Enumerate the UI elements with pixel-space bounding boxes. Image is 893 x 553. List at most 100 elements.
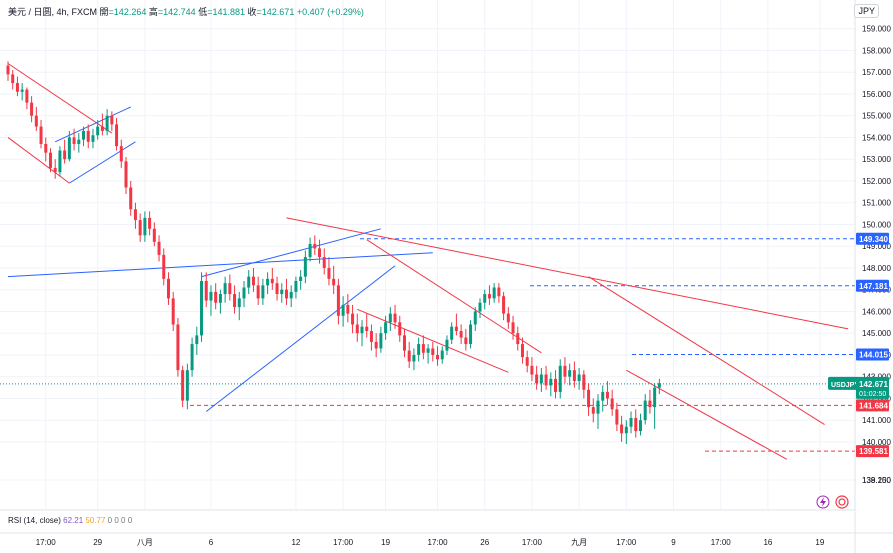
y-tick-label: 159.000 (862, 25, 891, 34)
candle-body (100, 126, 104, 131)
y-tick-label: 138.250 (862, 476, 891, 485)
candle-body (393, 313, 397, 323)
price-level-tag-label: 149.340 (859, 235, 888, 244)
x-tick-label: 八月 (137, 538, 153, 547)
trendline[interactable] (7, 63, 113, 134)
candle-body (327, 267, 331, 279)
trendline[interactable] (7, 252, 433, 278)
candle-body (77, 139, 81, 144)
candle-body (473, 311, 477, 325)
trendlines[interactable] (7, 63, 849, 460)
candle-body (110, 115, 114, 125)
trendline[interactable] (286, 217, 849, 330)
candle-body (124, 161, 128, 188)
candle-body (176, 324, 180, 371)
candle-body (643, 400, 647, 421)
x-tick-label: 6 (209, 538, 214, 547)
candle-body (105, 115, 109, 131)
candle-body (497, 287, 501, 297)
close-value: =142.671 (256, 7, 295, 17)
target-icon[interactable] (835, 495, 849, 509)
trendline[interactable] (626, 369, 788, 460)
candle-body (6, 65, 10, 75)
y-tick-label: 148.000 (862, 264, 891, 273)
candle-body (119, 146, 123, 162)
price-level-tags: 149.340 147.181 144.015 141.684 139.581 USDJP… (828, 232, 889, 458)
candle-body (39, 126, 43, 144)
trendline[interactable] (205, 265, 396, 412)
candle-body (587, 389, 591, 408)
y-tick-label: 157.000 (862, 68, 891, 77)
x-tick-label: 17:00 (428, 538, 449, 547)
candle-body (648, 400, 652, 408)
candle-body (318, 248, 322, 258)
candle-body (506, 313, 510, 323)
candle-body (516, 333, 520, 345)
price-level-tag (856, 399, 889, 412)
candle-body (322, 257, 326, 268)
candle-body (653, 387, 657, 408)
candle-body (181, 370, 185, 401)
rsi-extra-values: 0 0 0 0 (107, 516, 133, 525)
x-tick-label: 17:00 (522, 538, 543, 547)
high-label: 高 (148, 7, 158, 17)
candle-body (11, 74, 15, 84)
candle-body (591, 407, 595, 414)
trendline[interactable] (54, 106, 131, 143)
candle-body (157, 241, 161, 255)
rsi-label: RSI (14, close) (8, 516, 61, 525)
candle-body (266, 278, 270, 286)
candle-body (374, 341, 378, 349)
y-tick-label: 149.000 (862, 242, 891, 251)
y-tick-label: 158.000 (862, 46, 891, 55)
trendline[interactable] (366, 239, 542, 354)
candle-body (233, 294, 237, 308)
candle-body (431, 348, 435, 355)
candle-body (152, 228, 156, 242)
candle-body (469, 324, 473, 345)
candle-body (336, 285, 340, 316)
rsi-legend[interactable]: RSI (14, close) 62.21 50.77 0 0 0 0 (8, 516, 132, 525)
price-axis[interactable]: 138.250139.100140.000141.000142.000143.0… (862, 25, 891, 485)
candle-body (96, 126, 100, 136)
candle-body (629, 418, 633, 427)
symbol-title[interactable]: 美元 / 日圆, 4h, FXCM (8, 7, 98, 17)
candle-body (58, 150, 62, 173)
candle-body (218, 294, 222, 303)
trendline[interactable] (201, 228, 382, 278)
candle-body (308, 244, 312, 258)
candle-body (228, 283, 232, 295)
low-label: 低 (198, 7, 208, 17)
x-tick-label: 29 (93, 538, 102, 547)
trendline[interactable] (588, 276, 825, 425)
open-value: =142.264 (108, 7, 147, 17)
candle-body (171, 298, 175, 325)
candle-body (417, 344, 421, 355)
trendline[interactable] (7, 137, 70, 184)
candle-body (148, 217, 152, 229)
candle-body (407, 350, 411, 362)
candle-body (539, 374, 543, 384)
trendline[interactable] (357, 308, 509, 373)
currency-button[interactable]: JPY (854, 4, 879, 18)
candle-body (384, 322, 388, 334)
candle-body (275, 283, 279, 295)
x-tick-label: 26 (480, 538, 489, 547)
candle-body (63, 150, 67, 160)
candle-body (554, 378, 558, 392)
candle-body (185, 370, 189, 401)
candle-body (492, 287, 496, 299)
candle-body (294, 281, 298, 292)
candle-body (72, 137, 76, 144)
candle-body (346, 304, 350, 314)
lightning-icon[interactable] (816, 495, 830, 509)
trendline[interactable] (69, 141, 136, 184)
candle-body (223, 283, 227, 295)
candle-body (162, 254, 166, 279)
candle-body (48, 152, 52, 168)
y-tick-label: 141.000 (862, 416, 891, 425)
candle-body (15, 83, 19, 92)
price-level-tag (856, 279, 889, 292)
time-axis[interactable]: 17:00 29 八月 6 12 17:00 19 17:00 26 17:00 九月 17:00 9 1… (36, 538, 825, 547)
